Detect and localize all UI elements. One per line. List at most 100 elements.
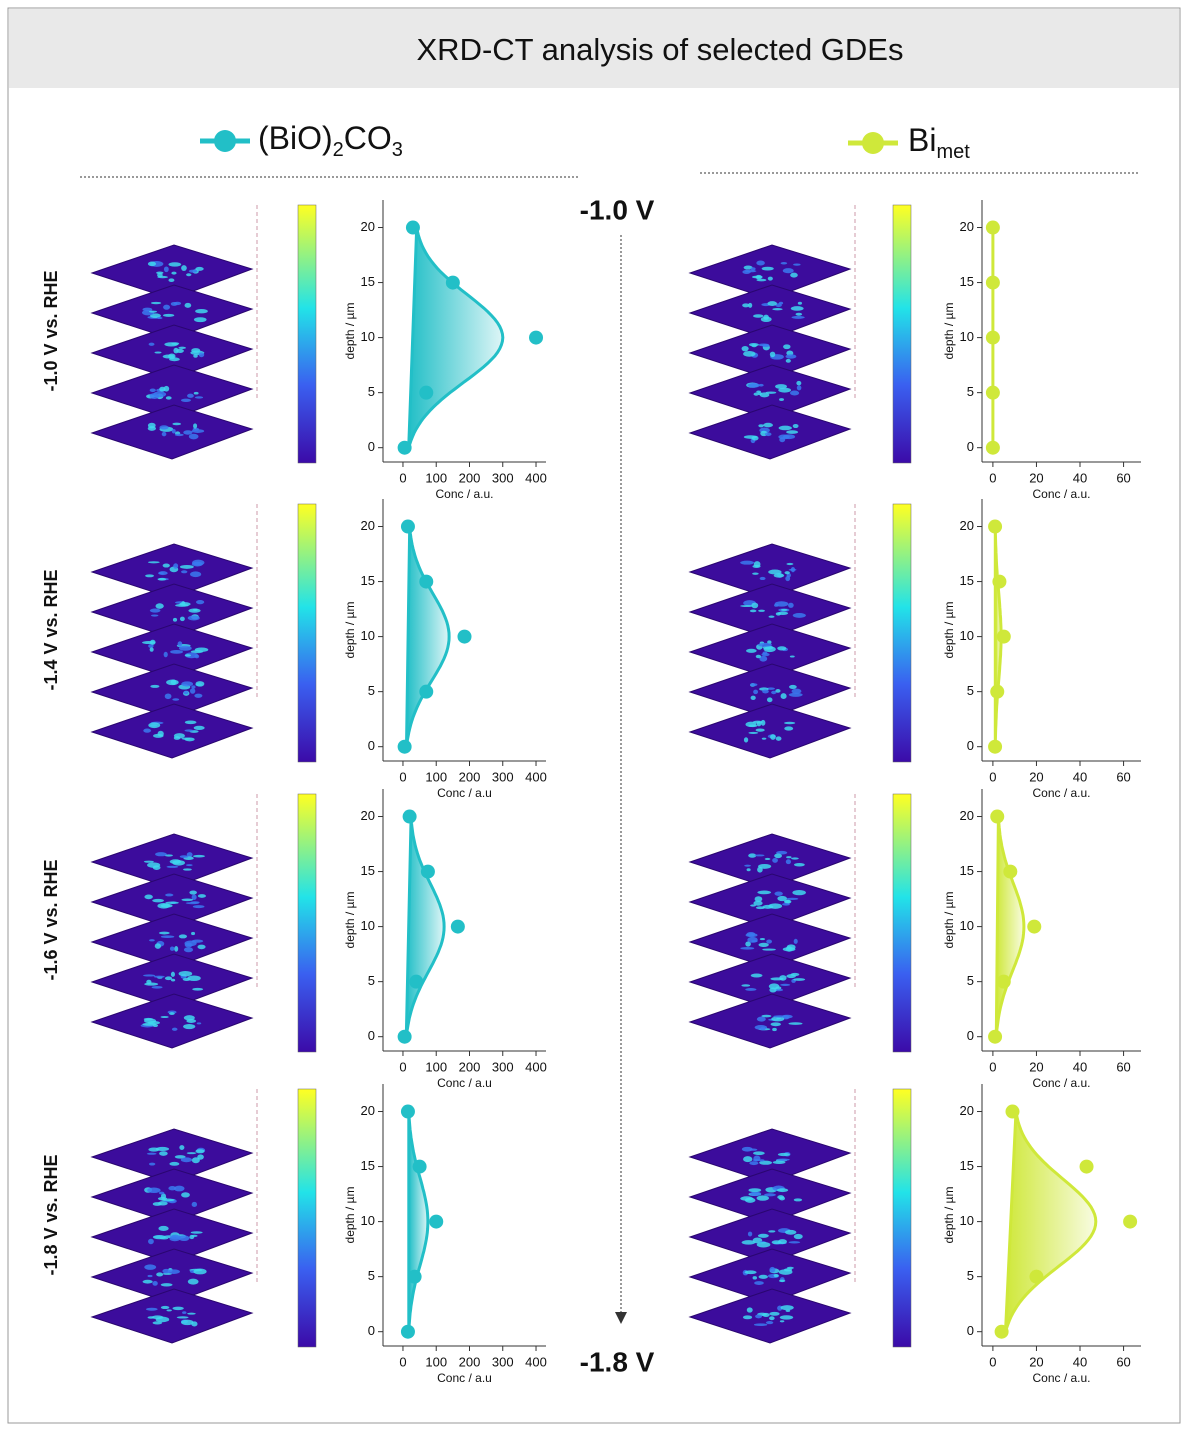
x-axis-label: Conc / a.u. <box>1032 487 1090 501</box>
speck <box>764 646 776 652</box>
y-tick-label: 5 <box>368 683 375 698</box>
speck <box>748 383 760 388</box>
speck <box>197 945 205 950</box>
speck <box>759 384 764 387</box>
speck <box>184 947 193 952</box>
y-tick-label: 5 <box>368 384 375 399</box>
speck <box>156 1272 163 1276</box>
speck <box>174 1186 185 1192</box>
speck <box>753 1276 757 1279</box>
data-point <box>408 1270 422 1284</box>
x-tick-label: 400 <box>525 1059 547 1074</box>
tomography-stack <box>690 504 855 758</box>
speck <box>778 388 791 393</box>
speck <box>195 654 200 658</box>
colorbar <box>893 794 911 1052</box>
data-point <box>990 685 1004 699</box>
speck <box>743 1315 752 1319</box>
speck <box>756 906 765 909</box>
speck <box>789 693 803 697</box>
speck <box>768 569 781 574</box>
speck <box>174 946 178 952</box>
data-point <box>988 520 1002 534</box>
speck <box>749 343 759 346</box>
speck <box>781 262 787 264</box>
speck <box>777 646 786 650</box>
data-point <box>997 630 1011 644</box>
speck <box>148 1239 154 1245</box>
legend-left: (BiO)2CO3 <box>200 120 403 161</box>
fit-curve <box>409 1112 428 1332</box>
speck <box>143 1280 153 1284</box>
speck <box>148 426 156 431</box>
speck <box>766 1321 773 1324</box>
fit-curve <box>406 817 444 1037</box>
x-axis-label: Conc / a.u <box>437 786 492 800</box>
y-tick-label: 5 <box>368 973 375 988</box>
data-point <box>409 975 423 989</box>
colorbar <box>893 1089 911 1347</box>
speck <box>750 1192 761 1196</box>
speck <box>781 609 788 611</box>
speck <box>770 977 783 980</box>
speck <box>742 303 749 307</box>
speck <box>747 868 751 871</box>
legend-label: (BiO)2CO3 <box>258 120 403 161</box>
x-tick-label: 0 <box>989 470 996 485</box>
speck <box>788 603 794 608</box>
speck <box>781 1305 794 1310</box>
data-point <box>406 221 420 235</box>
speck <box>763 315 769 320</box>
speck <box>169 1162 179 1166</box>
data-point <box>401 1325 415 1339</box>
x-tick-label: 100 <box>425 1059 447 1074</box>
y-tick-label: 20 <box>960 219 974 234</box>
speck <box>791 316 804 319</box>
speck <box>193 905 205 908</box>
speck <box>758 643 772 647</box>
speck <box>740 605 753 607</box>
speck <box>758 864 771 869</box>
speck <box>758 392 762 395</box>
speck <box>783 344 790 349</box>
speck <box>740 947 754 950</box>
slice <box>690 704 850 758</box>
speck <box>752 565 760 568</box>
speck <box>193 354 198 357</box>
x-tick-label: 40 <box>1073 1059 1087 1074</box>
y-tick-label: 15 <box>960 274 974 289</box>
data-point <box>990 810 1004 824</box>
speck <box>756 728 765 731</box>
speck <box>165 902 178 904</box>
data-point <box>446 276 460 290</box>
speck <box>181 1192 190 1197</box>
x-axis-label: Conc / a.u. <box>1032 786 1090 800</box>
speck <box>758 1234 769 1238</box>
data-point <box>986 386 1000 400</box>
tomography-stack <box>690 1089 855 1343</box>
speck <box>195 309 208 313</box>
speck <box>154 976 165 978</box>
speck <box>163 314 174 317</box>
speck <box>162 1269 170 1274</box>
speck <box>142 1023 156 1026</box>
speck <box>779 398 784 401</box>
speck <box>154 351 161 353</box>
speck <box>185 737 195 741</box>
speck <box>766 391 777 393</box>
legend-marker <box>862 132 884 154</box>
speck <box>751 973 763 977</box>
y-tick-label: 5 <box>967 384 974 399</box>
data-point <box>413 1160 427 1174</box>
data-point <box>421 865 435 879</box>
speck <box>152 1281 157 1286</box>
y-tick-label: 0 <box>368 738 375 753</box>
speck <box>195 396 203 398</box>
speck <box>185 729 194 731</box>
potential-start: -1.0 V <box>580 194 655 225</box>
speck <box>756 261 765 266</box>
speck <box>772 858 778 863</box>
speck <box>740 1196 753 1201</box>
speck <box>178 641 183 646</box>
y-tick-label: 10 <box>960 329 974 344</box>
